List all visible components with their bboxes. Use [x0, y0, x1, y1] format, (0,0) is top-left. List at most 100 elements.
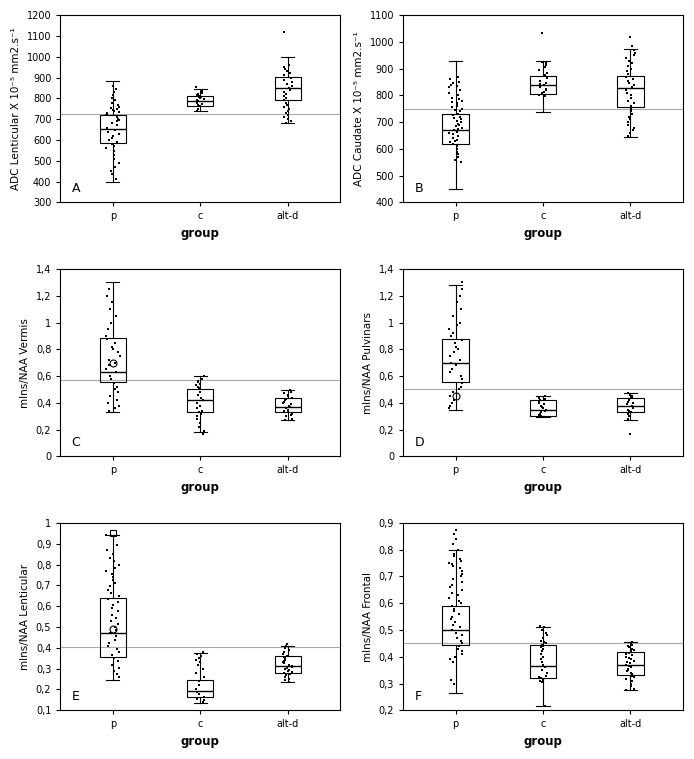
- Point: [109, 94, 120, 106]
- Point: [101, 290, 112, 302]
- Point: [279, 90, 290, 102]
- Point: [457, 568, 468, 580]
- Point: [196, 392, 207, 404]
- Point: [620, 648, 632, 660]
- Point: [108, 599, 119, 611]
- Point: [285, 409, 296, 421]
- Point: [110, 172, 121, 184]
- Point: [623, 116, 634, 128]
- Point: [106, 96, 117, 109]
- Point: [536, 624, 548, 636]
- Y-axis label: ADC Caudate X 10⁻⁵ mm2.s⁻¹: ADC Caudate X 10⁻⁵ mm2.s⁻¹: [354, 31, 364, 186]
- Point: [453, 93, 464, 106]
- Point: [104, 134, 115, 146]
- Point: [539, 398, 550, 411]
- Point: [198, 696, 209, 708]
- Point: [446, 102, 457, 114]
- Point: [535, 672, 546, 685]
- Point: [282, 665, 293, 677]
- Point: [114, 590, 125, 602]
- Point: [623, 647, 634, 659]
- Point: [108, 343, 119, 355]
- Point: [196, 405, 208, 417]
- Point: [626, 678, 637, 690]
- Point: [108, 105, 119, 117]
- Point: [196, 87, 208, 99]
- Point: [284, 672, 295, 685]
- Point: [443, 87, 454, 99]
- Point: [625, 666, 636, 679]
- Point: [110, 336, 121, 348]
- Point: [286, 660, 297, 672]
- X-axis label: group: group: [180, 735, 220, 748]
- Point: [194, 417, 205, 429]
- Point: [447, 600, 458, 612]
- Point: [110, 612, 121, 624]
- Point: [541, 404, 552, 416]
- Point: [196, 373, 208, 386]
- Point: [541, 629, 552, 641]
- Point: [539, 79, 550, 91]
- Point: [625, 653, 636, 666]
- Point: [453, 594, 464, 606]
- Point: [451, 100, 462, 112]
- Point: [101, 565, 112, 577]
- Point: [457, 584, 468, 596]
- Point: [105, 553, 116, 565]
- Point: [541, 57, 552, 69]
- Point: [536, 656, 548, 668]
- Point: [629, 683, 640, 695]
- Point: [623, 664, 634, 676]
- Point: [104, 359, 115, 371]
- Point: [105, 587, 117, 599]
- Point: [539, 61, 550, 74]
- Point: [280, 654, 291, 666]
- Point: [449, 153, 460, 165]
- Point: [455, 370, 466, 383]
- Point: [455, 553, 466, 565]
- Point: [191, 81, 202, 93]
- Point: [192, 648, 203, 660]
- Point: [113, 596, 124, 608]
- Point: [626, 638, 637, 650]
- Text: B: B: [414, 182, 423, 195]
- Point: [456, 283, 467, 295]
- Point: [114, 559, 125, 571]
- Point: [286, 398, 297, 411]
- Point: [536, 410, 547, 422]
- Point: [106, 132, 117, 144]
- Point: [112, 386, 124, 398]
- Point: [103, 405, 115, 417]
- Point: [625, 92, 636, 104]
- Point: [629, 121, 640, 134]
- Point: [624, 657, 635, 669]
- Point: [280, 392, 291, 405]
- Point: [451, 99, 462, 111]
- Point: [534, 394, 545, 406]
- Point: [114, 399, 125, 411]
- X-axis label: group: group: [180, 481, 220, 494]
- Point: [456, 276, 467, 288]
- Point: [285, 68, 296, 80]
- Point: [623, 392, 634, 405]
- Point: [108, 140, 119, 153]
- Point: [620, 672, 632, 685]
- Point: [114, 350, 125, 362]
- Point: [623, 68, 634, 80]
- Point: [101, 364, 112, 376]
- Point: [110, 161, 121, 173]
- Point: [449, 394, 460, 406]
- Point: [620, 84, 632, 96]
- Point: [623, 408, 634, 420]
- Point: [278, 387, 289, 399]
- Y-axis label: ADC Lenticular X 10⁻⁵ mm2.s⁻¹: ADC Lenticular X 10⁻⁵ mm2.s⁻¹: [11, 27, 21, 191]
- Point: [452, 343, 463, 355]
- Point: [536, 635, 547, 647]
- Point: [626, 680, 637, 692]
- Point: [629, 79, 640, 91]
- Point: [452, 148, 464, 160]
- Point: [112, 113, 124, 125]
- Point: [106, 568, 117, 580]
- Point: [623, 77, 634, 89]
- Point: [286, 80, 297, 92]
